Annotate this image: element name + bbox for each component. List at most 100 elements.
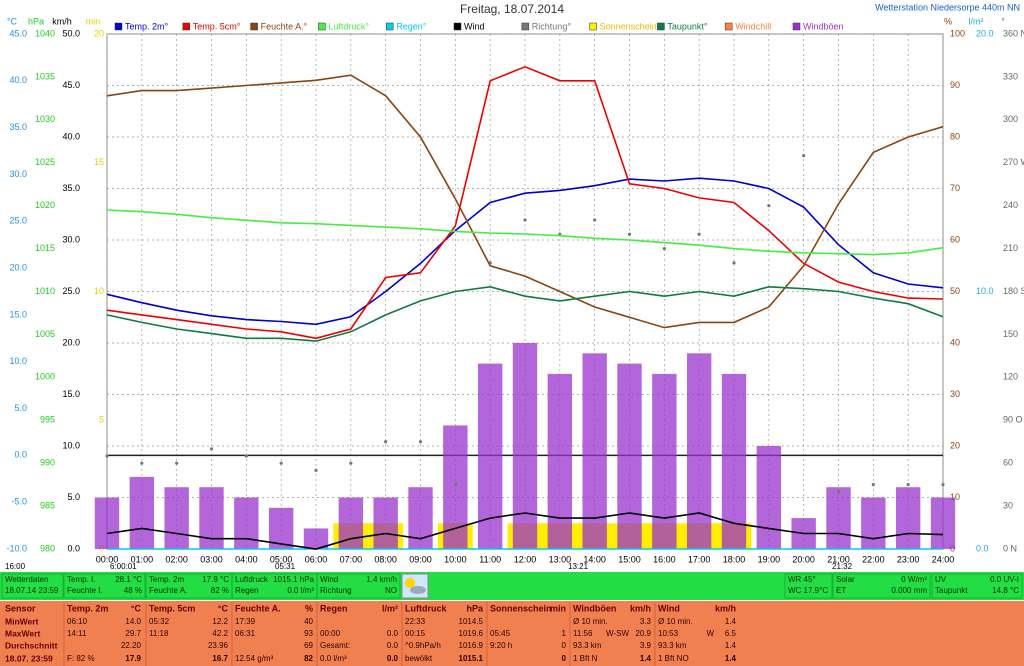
legend-label: Regen° [396, 21, 427, 31]
legend-label: Luftdruck° [328, 21, 369, 31]
stats-note: 14:11 [67, 629, 87, 638]
axis-unit: % [944, 16, 952, 26]
y-tick-label: 60 [1003, 458, 1013, 468]
y-tick-label: 990 [40, 458, 55, 468]
line [106, 285, 944, 342]
status-cell [1, 573, 64, 599]
bar [686, 353, 712, 549]
stats-value: 1.4 [725, 617, 737, 626]
stats-value: 42.2 [212, 629, 228, 638]
stats-value: 1.4 [725, 641, 737, 650]
point [279, 461, 283, 465]
stats-panel [0, 601, 1024, 666]
stats-value: 0 [562, 654, 567, 663]
annotation: 05:31 [275, 562, 296, 571]
y-tick-label: 35.0 [9, 122, 27, 132]
legend-swatch [657, 22, 665, 31]
point [941, 483, 945, 487]
stats-note: F: 82 % [67, 654, 95, 663]
y-tick-label: 15.0 [9, 309, 27, 319]
stats-note: 22:33 [405, 617, 426, 626]
y-tick-label: 0.0 [67, 543, 80, 553]
bar [547, 373, 573, 549]
y-tick-label: 270 W [1003, 157, 1024, 167]
stats-value: 0.0 [387, 641, 399, 650]
stats-note: 11:18 [149, 629, 169, 638]
status-cell [316, 573, 401, 599]
y-tick-label: 25.0 [62, 286, 80, 296]
stats-value: 82 [304, 654, 313, 663]
bar [303, 528, 329, 549]
y-tick-label: 15.0 [62, 389, 80, 399]
x-tick-label: 18:00 [723, 554, 746, 564]
bar [373, 497, 398, 549]
legend-label: Windböen [803, 21, 844, 31]
axis-unit: min [86, 16, 101, 26]
bar [234, 497, 259, 549]
legend-label: Richtung° [532, 21, 572, 31]
stats-unit: hPa [466, 603, 484, 613]
y-tick-label: 985 [40, 500, 55, 510]
stats-value: 22.20 [121, 641, 142, 650]
status-label: Luftdruck [235, 575, 269, 584]
stats-note: W-SW [606, 629, 629, 638]
status-value: 0.0 l/m² [287, 586, 314, 595]
stats-unit: l/m² [382, 603, 398, 613]
status-cell [784, 573, 833, 599]
y-tick-label: -10.0 [6, 543, 27, 553]
y-tick-label: 90 [950, 80, 960, 90]
x-tick-label: 10:00 [444, 554, 467, 564]
line [106, 512, 944, 550]
status-label: 18.07.14 23:59 [5, 586, 59, 595]
y-tick-label: 5 [99, 415, 104, 425]
y-tick-label: 30.0 [62, 234, 80, 244]
stats-value: 1016.9 [459, 641, 484, 650]
point [836, 490, 841, 494]
stats-value: 3.9 [640, 641, 652, 650]
bar [129, 476, 155, 549]
y-tick-label: 20 [94, 28, 104, 38]
x-tick-label: 14:00 [583, 554, 606, 564]
stats-header: Sonnenschein [490, 603, 552, 613]
stats-value: 14.0 [125, 617, 141, 626]
x-tick-label: 00:00 [96, 554, 119, 564]
bar [582, 353, 607, 549]
stats-value: 0.0 [387, 629, 399, 638]
x-tick-label: 08:00 [374, 554, 397, 564]
status-value: 28.1 °C [115, 575, 142, 584]
stats-note: 11:56 [573, 629, 593, 638]
y-tick-label: 20.0 [9, 262, 27, 272]
y-tick-label: 20.0 [976, 28, 994, 38]
y-tick-label: 120 [1003, 372, 1018, 382]
stats-unit: °C [131, 603, 142, 613]
y-tick-label: 330 [1003, 71, 1018, 81]
legend-swatch [521, 22, 530, 31]
bar [861, 497, 886, 549]
x-tick-label: 22:00 [862, 554, 885, 564]
stats-value: 1 [562, 629, 567, 638]
stats-unit: % [305, 603, 313, 613]
legend-label: Wind [464, 21, 485, 31]
axis-unit: °C [7, 16, 18, 26]
stats-value: 0.0 [387, 654, 399, 663]
legend-label: Sonnenschein [600, 21, 657, 31]
y-tick-label: 180 S [1003, 286, 1024, 296]
legend-swatch [318, 22, 326, 31]
status-value: 14.8 °C [992, 586, 1019, 595]
legend-swatch [792, 22, 801, 31]
point [140, 461, 144, 465]
legend-swatch [114, 22, 123, 31]
stats-row-label: 18.07. 23:59 [5, 653, 53, 663]
y-tick-label: 150 [1003, 329, 1018, 339]
bar [721, 373, 747, 549]
status-label: ET [836, 586, 846, 595]
stats-note: W [706, 629, 714, 638]
stats-value: 29.7 [125, 629, 141, 638]
x-tick-label: 19:00 [758, 554, 781, 564]
point [802, 153, 806, 158]
y-tick-label: 40 [950, 337, 960, 347]
status-label: Feuchte I. [67, 586, 103, 595]
y-tick-label: 1040 [35, 28, 55, 38]
x-tick-label: 06:00 [305, 554, 328, 564]
